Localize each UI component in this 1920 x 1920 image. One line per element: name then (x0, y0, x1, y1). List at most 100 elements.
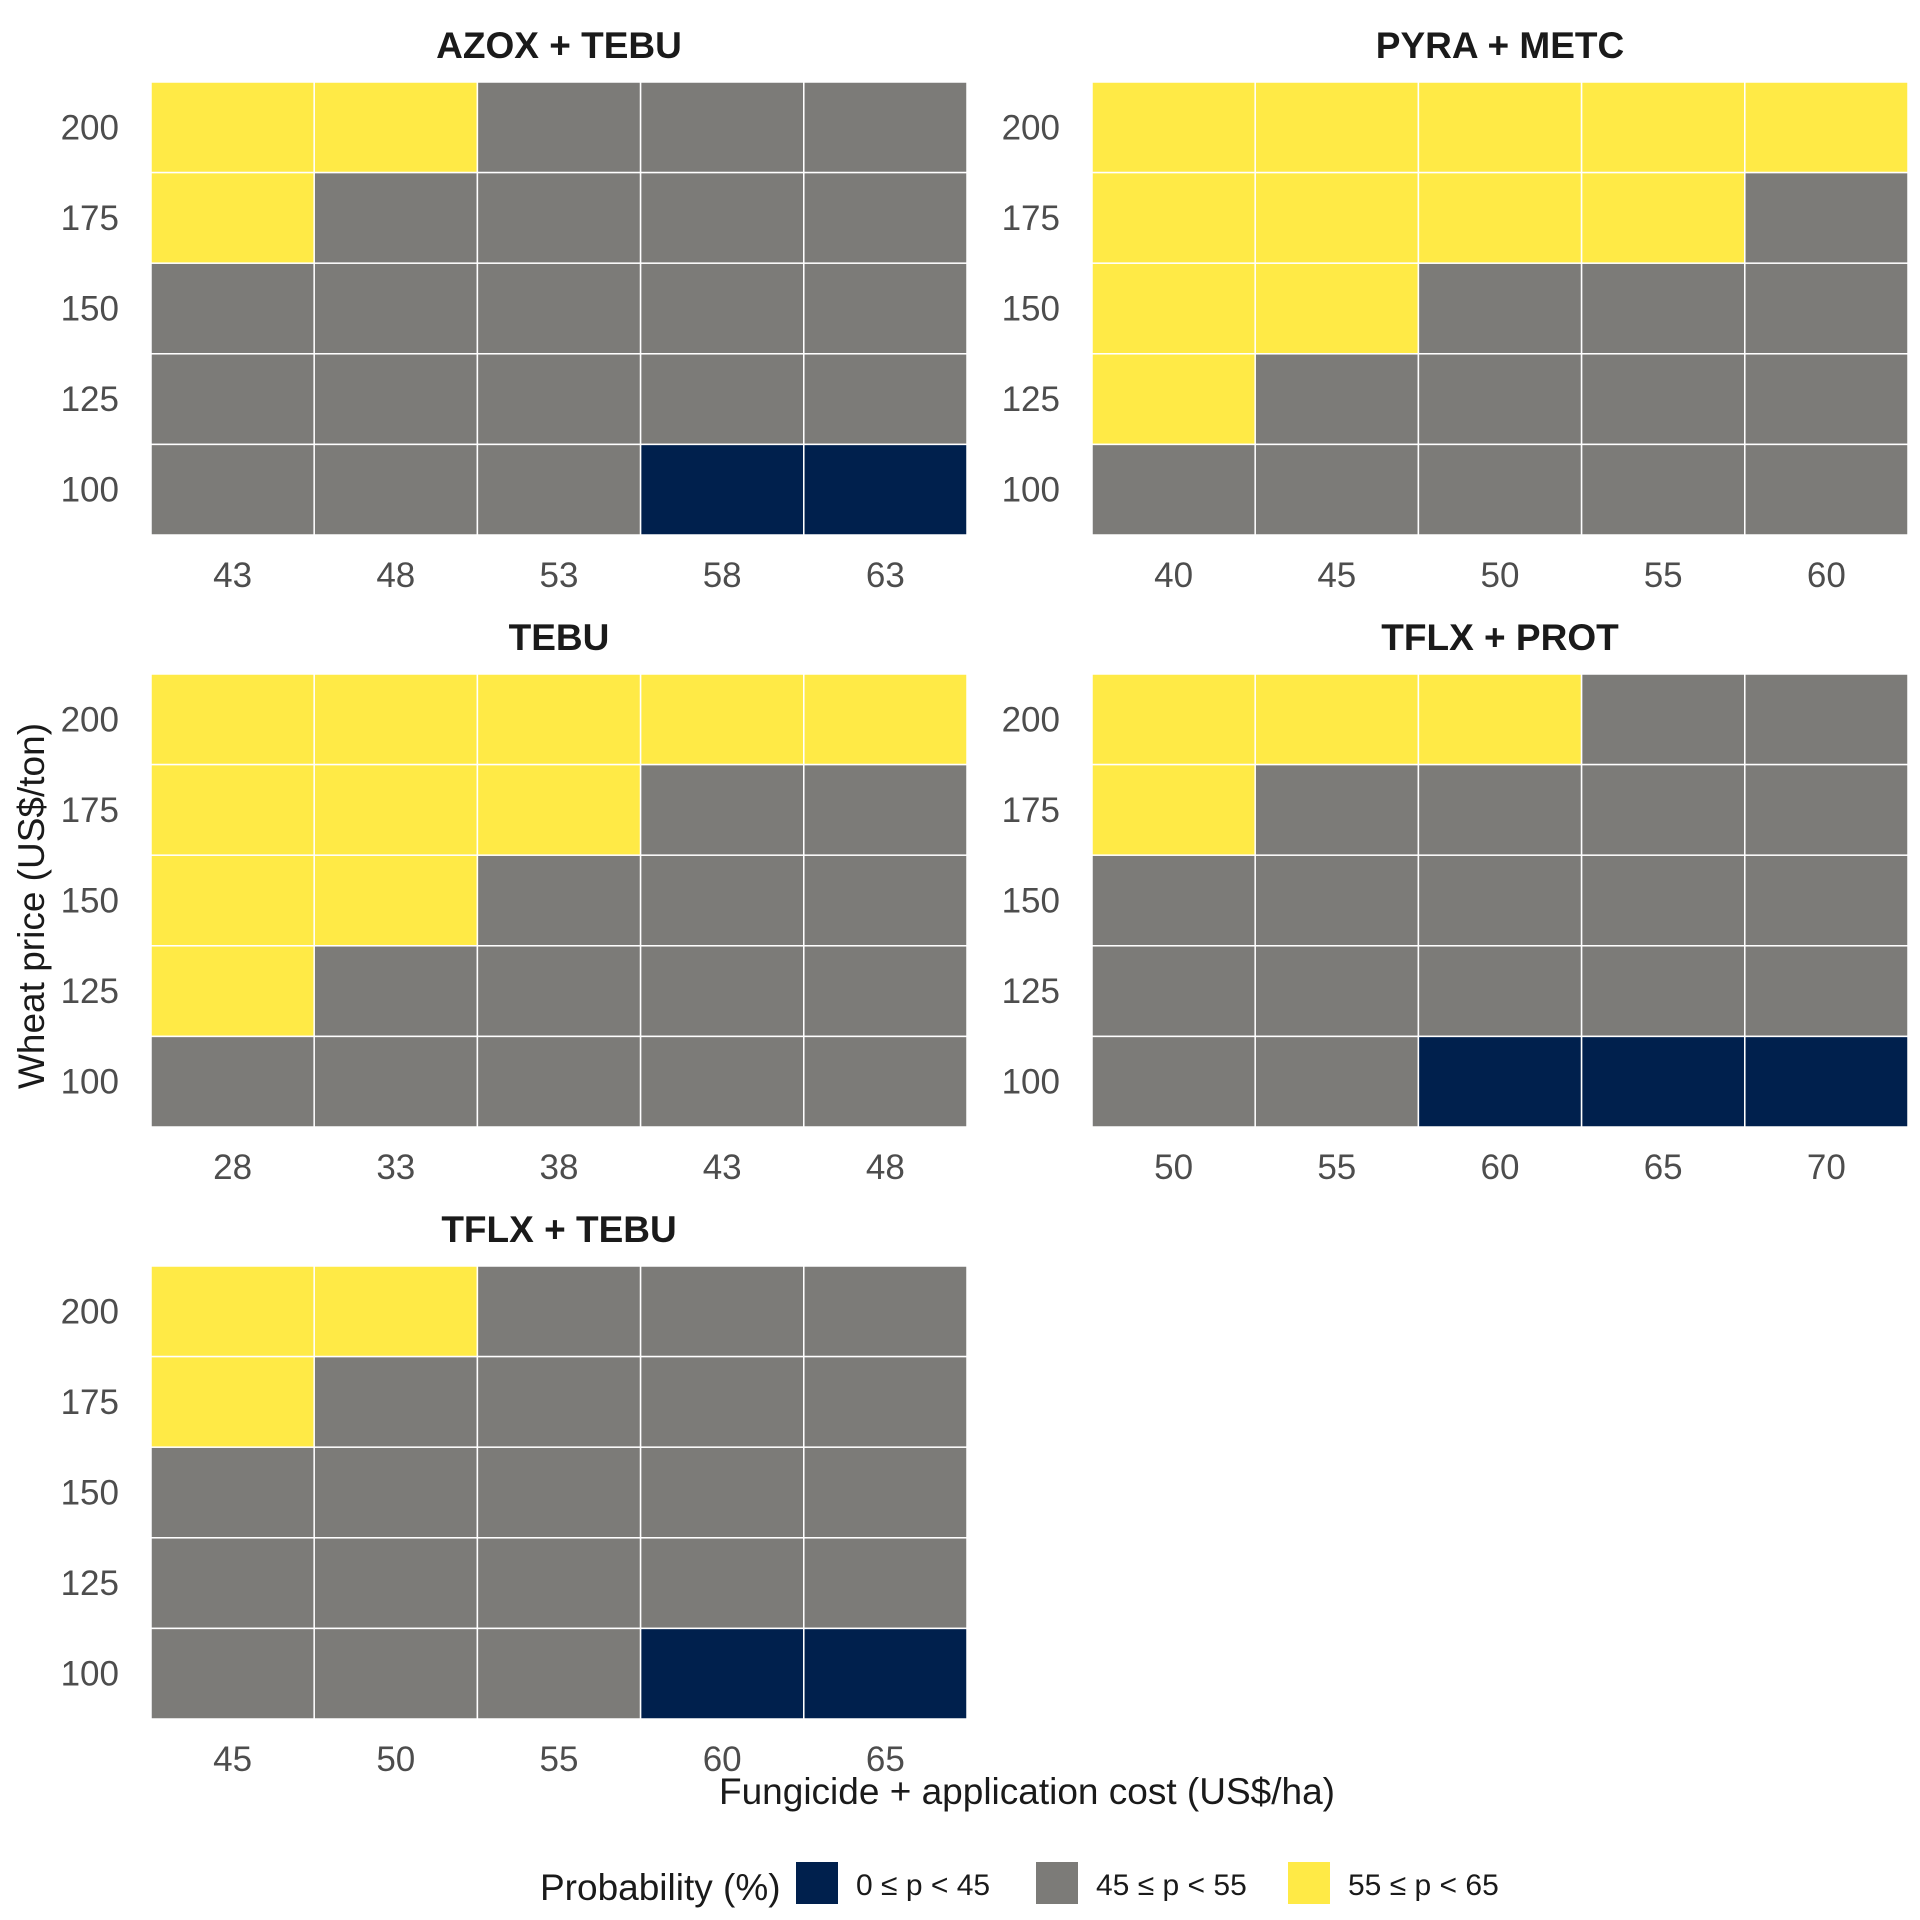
x-tick-label: 55 (1317, 1148, 1356, 1187)
heatmap-cell (1254, 854, 1420, 947)
heatmap-cell (1091, 81, 1256, 174)
heatmap-cell (1580, 262, 1746, 355)
heatmap-cell (313, 171, 479, 264)
heatmap-cell (1091, 763, 1256, 856)
heatmap-cell (1744, 945, 1909, 1038)
heatmap-cell (150, 1627, 315, 1720)
heatmap-cell (639, 1627, 805, 1720)
heatmap-cell (1091, 353, 1256, 446)
legend-label: 45 ≤ p < 55 (1096, 1869, 1247, 1902)
heatmap-cell (1744, 673, 1909, 766)
x-tick-label: 55 (1644, 556, 1683, 595)
heatmap-cell (1254, 262, 1420, 355)
heatmap-cell (476, 1355, 642, 1448)
heatmap-cell (639, 1035, 805, 1128)
heatmap-cell (1417, 353, 1583, 446)
y-tick-label: 150 (1002, 882, 1060, 921)
heatmap-cell (639, 353, 805, 446)
heatmap-cell (313, 1537, 479, 1630)
heatmap-cell (1580, 673, 1746, 766)
heatmap-cell (803, 81, 968, 174)
y-tick-label: 200 (61, 700, 119, 739)
y-tick-label: 200 (61, 1292, 119, 1331)
heatmap-cell (803, 443, 968, 536)
heatmap-cell (803, 1035, 968, 1128)
panel-title: AZOX + TEBU (436, 25, 682, 66)
heatmap-cell (1254, 443, 1420, 536)
x-tick-label: 58 (703, 556, 742, 595)
x-tick-label: 60 (1481, 1148, 1520, 1187)
heatmap-cell (476, 262, 642, 355)
heatmap-cell (150, 262, 315, 355)
heatmap-cell (803, 673, 968, 766)
x-tick-label: 50 (1154, 1148, 1193, 1187)
heatmap-cell (1417, 1035, 1583, 1128)
y-tick-label: 150 (1002, 290, 1060, 329)
heatmap-cell (803, 854, 968, 947)
y-tick-label: 200 (1002, 108, 1060, 147)
legend: Probability (%) 0 ≤ p < 45 45 ≤ p < 55 55 … (540, 1862, 1499, 1908)
heatmap-cell (803, 1537, 968, 1630)
legend-item: 45 ≤ p < 55 (1036, 1862, 1247, 1904)
heatmap-cell (476, 81, 642, 174)
heatmap-cell (639, 673, 805, 766)
heatmap-cell (1580, 171, 1746, 264)
x-tick-label: 38 (540, 1148, 579, 1187)
heatmap-cell (803, 763, 968, 856)
heatmap-cell (1580, 353, 1746, 446)
heatmap-cell (639, 1446, 805, 1539)
heatmap-cell (1091, 1035, 1256, 1128)
heatmap-cell (313, 1355, 479, 1448)
heatmap-cell (639, 945, 805, 1038)
heatmap-cell (1417, 854, 1583, 947)
heatmap-cell (1254, 353, 1420, 446)
x-tick-label: 45 (1317, 556, 1356, 595)
heatmap-cell (1254, 1035, 1420, 1128)
x-tick-label: 48 (866, 1148, 905, 1187)
heatmap-cell (639, 763, 805, 856)
x-tick-label: 60 (703, 1740, 742, 1779)
y-tick-label: 150 (61, 290, 119, 329)
heatmap-cell (1417, 443, 1583, 536)
heatmap-cell (1417, 81, 1583, 174)
y-tick-label: 125 (1002, 972, 1060, 1011)
y-tick-label: 125 (61, 380, 119, 419)
heatmap-cell (1580, 1035, 1746, 1128)
heatmap-cell (476, 1446, 642, 1539)
heatmap-cell (313, 1035, 479, 1128)
x-tick-label: 33 (376, 1148, 415, 1187)
legend-items: 0 ≤ p < 45 45 ≤ p < 55 55 ≤ p < 65 (796, 1862, 1499, 1904)
legend-item: 55 ≤ p < 65 (1288, 1862, 1499, 1904)
legend-item: 0 ≤ p < 45 (796, 1862, 990, 1904)
heatmap-cell (150, 171, 315, 264)
legend-key (796, 1862, 838, 1904)
heatmap-cell (476, 945, 642, 1038)
heatmap-cell (150, 1035, 315, 1128)
panel-1: PYRA + METC 100 125 150 175 200 40 45 50 55 60 (1002, 25, 1909, 595)
heatmap-cell (1417, 945, 1583, 1038)
panel-title: PYRA + METC (1376, 25, 1624, 66)
x-tick-label: 40 (1154, 556, 1193, 595)
heatmap-cell (639, 81, 805, 174)
heatmap-cell (313, 81, 479, 174)
heatmap-cell (1744, 854, 1909, 947)
heatmap-cell (313, 443, 479, 536)
heatmap-cell (1417, 262, 1583, 355)
heatmap-cell (150, 673, 315, 766)
heatmap-cell (476, 443, 642, 536)
heatmap-cell (639, 171, 805, 264)
heatmap-cell (1091, 171, 1256, 264)
legend-label: 0 ≤ p < 45 (856, 1869, 990, 1902)
legend-key (1288, 1862, 1330, 1904)
heatmap-cell (1744, 763, 1909, 856)
heatmap-cell (150, 1355, 315, 1448)
panel-0: AZOX + TEBU 100 125 150 175 200 43 48 53 58 63 (61, 25, 968, 595)
x-tick-label: 48 (376, 556, 415, 595)
y-tick-label: 100 (1002, 471, 1060, 510)
heatmap-cell (313, 262, 479, 355)
heatmap-cell (1744, 1035, 1909, 1128)
heatmap-cell (313, 945, 479, 1038)
heatmap-cell (150, 1265, 315, 1358)
y-tick-label: 100 (1002, 1063, 1060, 1102)
